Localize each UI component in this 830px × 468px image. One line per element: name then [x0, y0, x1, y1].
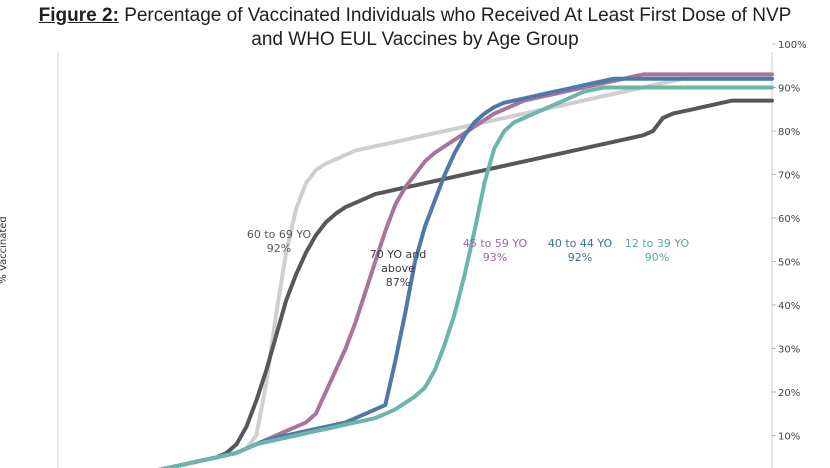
chart-title: Figure 2: Percentage of Vaccinated Indiv… [0, 4, 830, 52]
title-line-1: Percentage of Vaccinated Individuals who… [124, 5, 792, 26]
annotation-line: 92% [267, 242, 291, 255]
annotation-line: 90% [645, 251, 669, 264]
y-tick-label: 50% [778, 258, 800, 269]
y-tick-label: 80% [778, 127, 800, 138]
annotation-line: 45 to 59 YO [463, 237, 528, 250]
annotation-line: 92% [568, 251, 592, 264]
annotation-label: 45 to 59 YO 93% [463, 237, 528, 264]
series-line-60-to-69-yo [158, 98, 774, 468]
y-tick-label: 40% [778, 301, 800, 312]
annotation-label: 12 to 39 YO 90% [625, 237, 690, 264]
series-line-70-yo-and-above [158, 76, 774, 468]
annotation-line: 40 to 44 YO [548, 237, 613, 250]
figure-label: Figure 2: [38, 5, 119, 26]
annotation-line: 12 to 39 YO [625, 237, 690, 250]
grid-and-axis: 10% 20% 30% 40% 50% 60% 70% 80% 90% 100% [57, 40, 807, 468]
annotation-line: above [381, 262, 415, 275]
y-tick-label: 20% [778, 388, 800, 399]
title-line-2: and WHO EUL Vaccines by Age Group [251, 29, 579, 50]
series-annotations: 60 to 69 YO 92% 70 YO and above 87%45 to 59 … [247, 228, 690, 289]
annotation-label: 70 YO and above 87% [370, 248, 426, 289]
y-tick-label: 100% [778, 40, 807, 51]
annotation-line: 70 YO and [370, 248, 426, 261]
annotation-line: 87% [386, 276, 410, 289]
y-tick-label: 10% [778, 432, 800, 443]
y-tick-label: 70% [778, 171, 800, 182]
annotation-label: 40 to 44 YO 92% [548, 237, 613, 264]
series-lines [158, 72, 774, 468]
annotation-line: 60 to 69 YO [247, 228, 312, 241]
series-line-12-to-39-yo [158, 85, 774, 468]
y-tick-label: 90% [778, 84, 800, 95]
annotation-line: 93% [483, 251, 507, 264]
annotation-label: 60 to 69 YO 92% [247, 228, 312, 255]
y-tick-label: 60% [778, 214, 800, 225]
y-tick-label: 30% [778, 345, 800, 356]
